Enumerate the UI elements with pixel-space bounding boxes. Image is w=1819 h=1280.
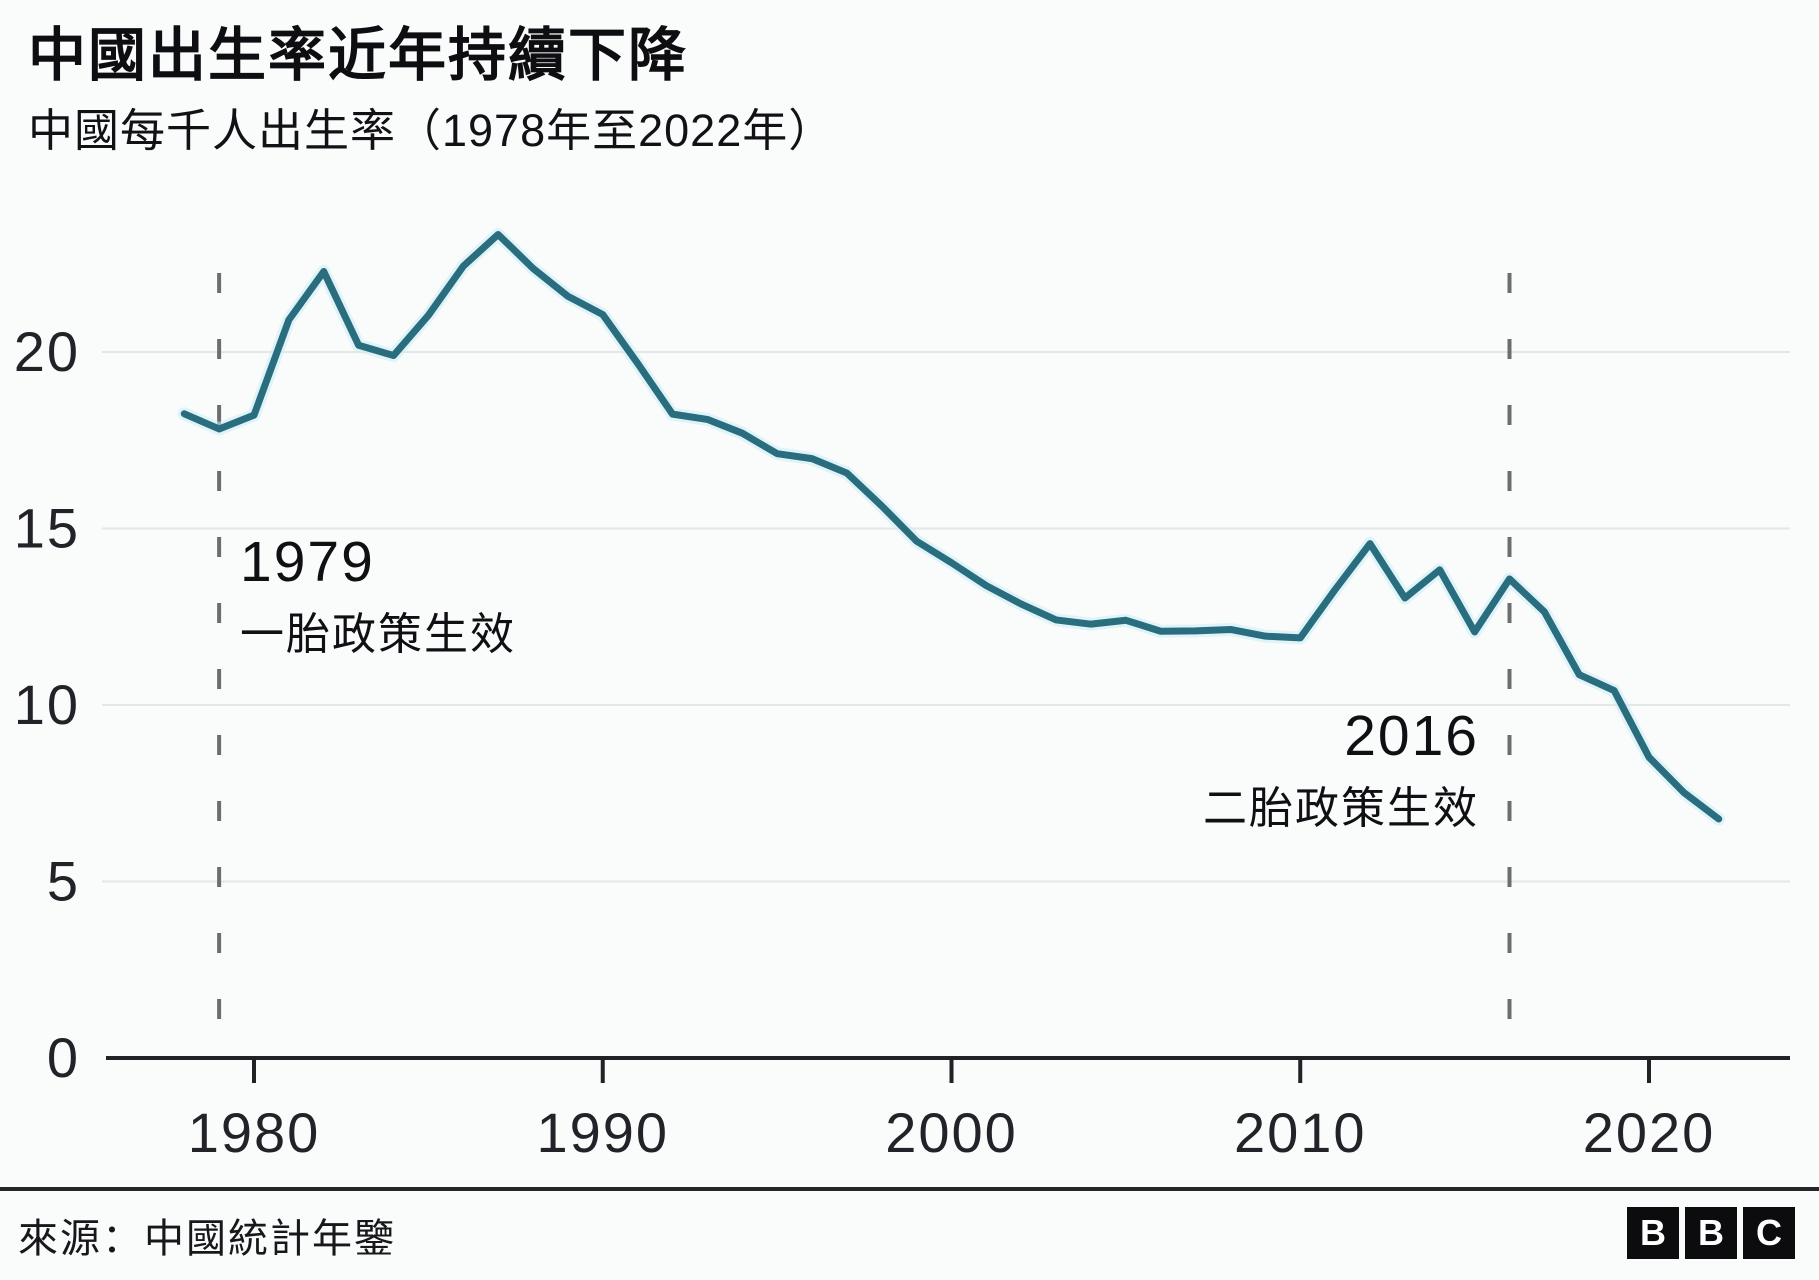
y-axis-label-15: 15 <box>14 497 80 560</box>
bbc-logo-letter: C <box>1743 1207 1795 1259</box>
bbc-logo-letter: B <box>1685 1207 1737 1259</box>
x-axis-label-2010: 2010 <box>1234 1101 1367 1164</box>
birth-rate-line <box>180 230 1723 823</box>
y-axis-label-5: 5 <box>47 850 80 913</box>
annotation-year-label: 1979 <box>240 530 375 594</box>
x-axis-label-2020: 2020 <box>1583 1101 1716 1164</box>
annotation-year-label: 2016 <box>1344 704 1479 768</box>
footer-separator <box>0 1187 1819 1191</box>
chart-subtitle: 中國每千人出生率（1978年至2022年） <box>28 105 835 156</box>
chart-title: 中國出生率近年持續下降 <box>28 23 689 88</box>
bbc-logo-letter: B <box>1627 1207 1679 1259</box>
source-label: 來源：中國統計年鑒 <box>18 1217 396 1261</box>
annotation-text: 二胎政策生效 <box>1203 784 1479 833</box>
y-axis-label-20: 20 <box>14 320 80 383</box>
annotation-text: 一胎政策生效 <box>240 610 516 659</box>
annotation-two-child-policy: 2016 二胎政策生效 <box>1203 708 1479 831</box>
x-axis-label-1990: 1990 <box>536 1101 669 1164</box>
annotation-one-child-policy: 1979 一胎政策生效 <box>240 534 516 657</box>
y-axis-label-10: 10 <box>14 673 80 736</box>
birth-rate-line-halo <box>177 227 1726 826</box>
y-axis-label-0: 0 <box>47 1026 80 1089</box>
x-axis-label-1980: 1980 <box>188 1101 321 1164</box>
bbc-logo: B B C <box>1627 1207 1795 1259</box>
x-axis-label-2000: 2000 <box>885 1101 1018 1164</box>
